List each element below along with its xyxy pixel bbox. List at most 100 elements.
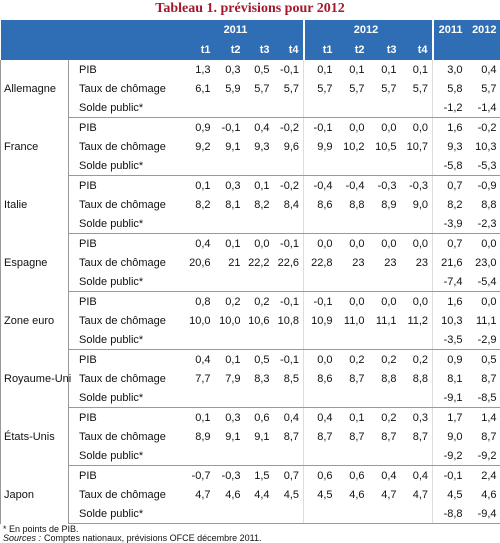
empty-cell	[245, 330, 274, 350]
value-cell: 1,6	[433, 292, 467, 312]
value-cell: 0,2	[337, 350, 369, 370]
row-label: PIB	[69, 466, 173, 486]
country-name: France	[1, 118, 69, 176]
value-cell: 0,4	[245, 118, 274, 138]
empty-cell	[245, 388, 274, 408]
value-cell: 0,3	[215, 60, 245, 79]
empty-cell	[401, 330, 433, 350]
empty-cell	[401, 156, 433, 176]
empty-cell	[369, 504, 401, 524]
empty-cell	[401, 388, 433, 408]
country-name: Allemagne	[1, 60, 69, 118]
empty-cell	[304, 330, 337, 350]
empty-cell	[173, 98, 215, 118]
quarter-header: t2	[215, 40, 245, 60]
empty-cell	[337, 272, 369, 292]
value-cell: 0,4	[274, 408, 304, 428]
empty-cell	[274, 388, 304, 408]
value-cell: 10,2	[337, 137, 369, 156]
value-cell: 10,3	[467, 137, 500, 156]
empty-cell	[304, 98, 337, 118]
empty-cell	[369, 272, 401, 292]
value-cell: 4,6	[467, 485, 500, 504]
value-cell: 8,3	[245, 369, 274, 388]
row-label: Taux de chômage	[69, 485, 173, 504]
country-name: Espagne	[1, 234, 69, 292]
value-cell: 8,4	[274, 195, 304, 214]
row-label: Solde public*	[69, 446, 173, 466]
value-cell: -0,4	[304, 176, 337, 196]
quarter-header: t2	[337, 40, 369, 60]
value-cell: 0,1	[245, 176, 274, 196]
empty-cell	[369, 388, 401, 408]
table-row: Solde public*-3,9-2,3	[1, 214, 500, 234]
value-cell: 4,6	[215, 485, 245, 504]
value-cell: 0,0	[467, 234, 500, 254]
value-cell: 0,5	[245, 350, 274, 370]
value-cell: 22,8	[304, 253, 337, 272]
value-cell: 21	[215, 253, 245, 272]
empty-cell	[173, 388, 215, 408]
empty-cell	[173, 504, 215, 524]
row-label: PIB	[69, 234, 173, 254]
value-cell: 1,4	[467, 408, 500, 428]
value-cell: 0,3	[215, 408, 245, 428]
value-cell: 0,0	[467, 292, 500, 312]
value-cell: 10,9	[304, 311, 337, 330]
value-cell: 5,7	[245, 79, 274, 98]
value-cell: 8,7	[337, 427, 369, 446]
empty-cell	[274, 446, 304, 466]
footnotes: * En points de PIB. Sources :Comptes nat…	[0, 524, 500, 543]
value-cell: 8,9	[369, 195, 401, 214]
value-cell: 5,7	[467, 79, 500, 98]
row-label: Solde public*	[69, 98, 173, 118]
row-label: Taux de chômage	[69, 137, 173, 156]
row-label: PIB	[69, 408, 173, 428]
value-cell: 4,7	[369, 485, 401, 504]
empty-cell	[304, 388, 337, 408]
value-cell: 5,7	[369, 79, 401, 98]
year-header: 2011	[173, 20, 304, 40]
value-cell: 0,0	[304, 350, 337, 370]
empty-cell	[215, 98, 245, 118]
empty-cell	[304, 214, 337, 234]
value-cell: 0,7	[433, 234, 467, 254]
row-label: Solde public*	[69, 388, 173, 408]
empty-cell	[245, 214, 274, 234]
row-label: Solde public*	[69, 504, 173, 524]
row-label: Solde public*	[69, 330, 173, 350]
value-cell: 5,8	[433, 79, 467, 98]
value-cell: 0,5	[245, 60, 274, 79]
value-cell: 10,7	[401, 137, 433, 156]
empty-cell	[337, 156, 369, 176]
table-row: Solde public*-9,1-8,5	[1, 388, 500, 408]
value-cell: 3,0	[433, 60, 467, 79]
value-cell: 0,6	[304, 466, 337, 486]
empty-cell	[369, 330, 401, 350]
value-cell: 9,1	[215, 137, 245, 156]
value-cell: 0,0	[304, 234, 337, 254]
country-name: Royaume-Uni	[1, 350, 69, 408]
empty-cell	[274, 272, 304, 292]
value-cell: 4,7	[401, 485, 433, 504]
value-cell: 0,9	[433, 350, 467, 370]
value-cell: 0,2	[215, 292, 245, 312]
row-label: Solde public*	[69, 272, 173, 292]
value-cell: 0,0	[337, 292, 369, 312]
value-cell: -9,2	[433, 446, 467, 466]
table-row: Solde public*-3,5-2,9	[1, 330, 500, 350]
empty-cell	[215, 388, 245, 408]
value-cell: -0,3	[369, 176, 401, 196]
value-cell: -0,9	[467, 176, 500, 196]
value-cell: 8,2	[173, 195, 215, 214]
value-cell: -0,2	[467, 118, 500, 138]
